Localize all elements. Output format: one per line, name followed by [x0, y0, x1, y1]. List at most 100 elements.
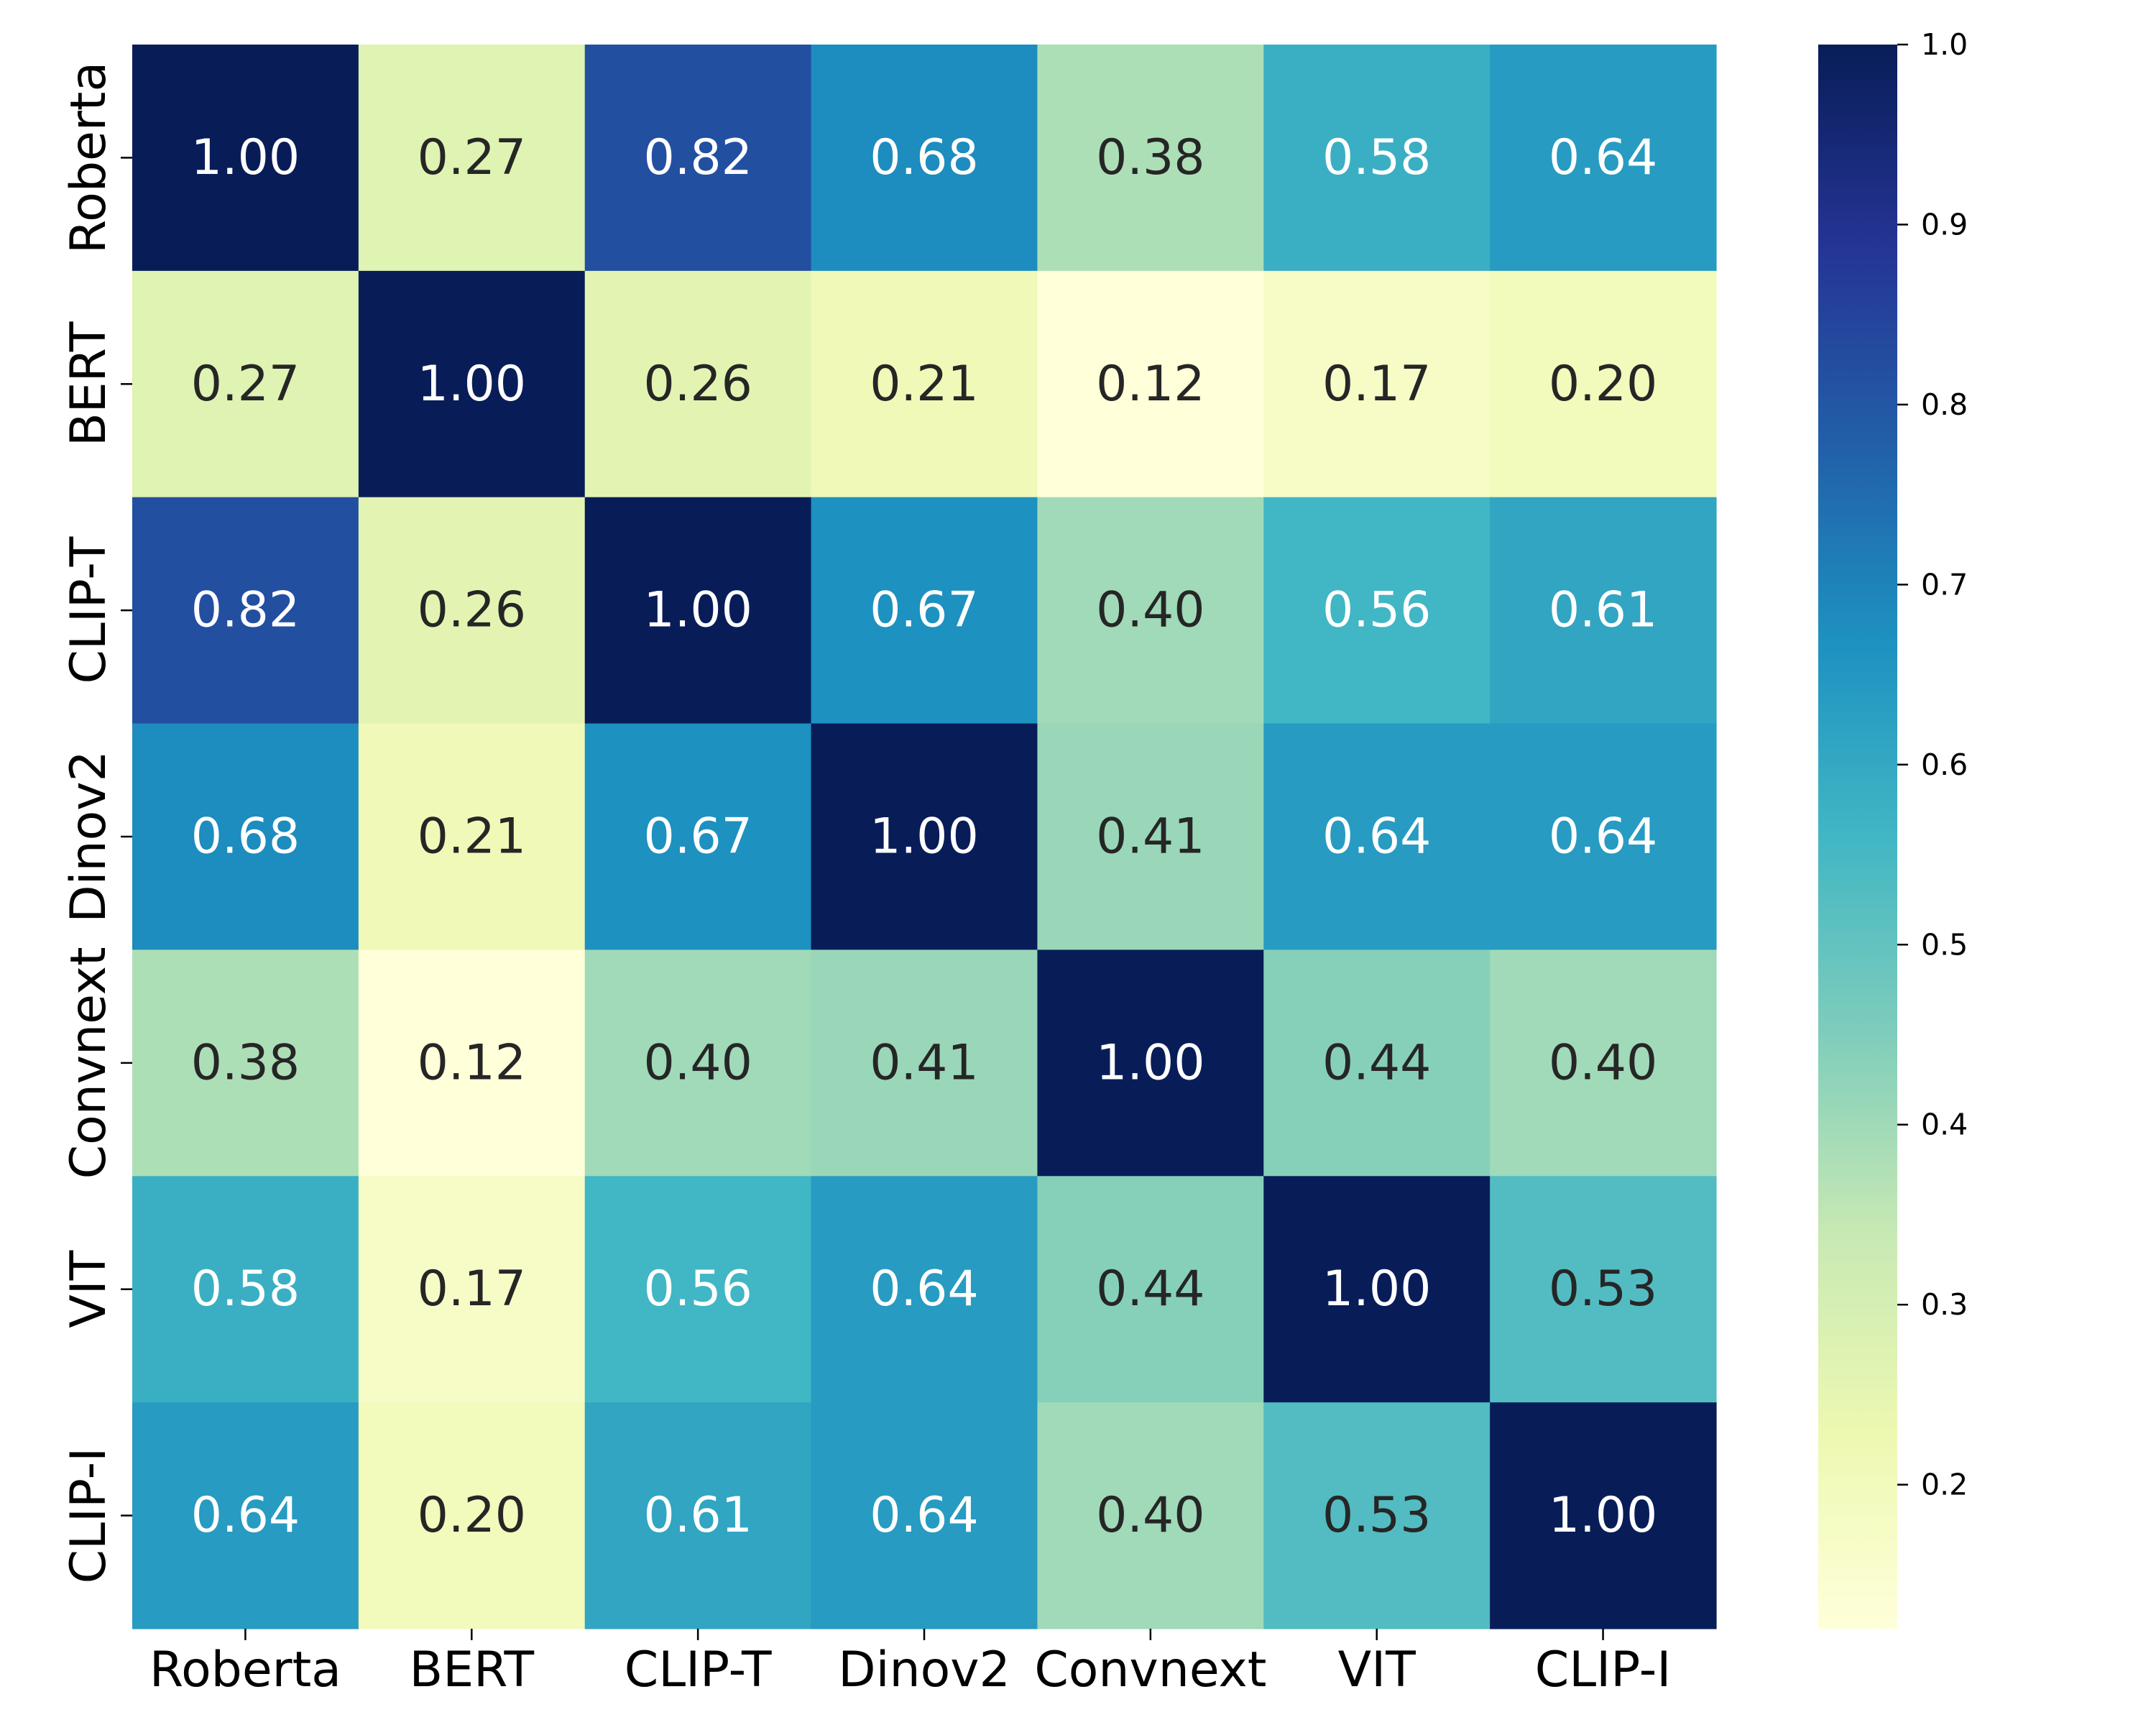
heatmap-cell	[1263, 1176, 1491, 1403]
x-tick-label: Roberta	[149, 1642, 341, 1698]
cell-annotation: 0.21	[870, 356, 978, 413]
cell-annotation: 1.00	[1096, 1034, 1204, 1091]
y-tick-label: Roberta	[60, 62, 117, 254]
heatmap-cell	[1037, 497, 1264, 724]
cell-annotation: 0.26	[418, 582, 526, 639]
y-axis: Roberta BERT CLIP-T Dinov2 Convnext VIT CLIP-I	[60, 62, 132, 1583]
cell-annotation: 0.27	[191, 356, 300, 413]
heatmap-cell	[584, 949, 812, 1177]
colorbar: 0.2 0.3 0.4 0.5 0.6 0.7 0.8 0.9 1.0	[1818, 27, 1968, 1629]
cell-annotation: 1.00	[191, 129, 300, 186]
colorbar-tick-label: 0.4	[1921, 1108, 1968, 1142]
x-tick-label: VIT	[1338, 1642, 1416, 1698]
cell-annotation: 0.40	[1549, 1034, 1657, 1091]
x-tick-label: CLIP-I	[1535, 1642, 1672, 1698]
x-tick-label: Convnext	[1034, 1642, 1266, 1698]
heatmap-cell	[1037, 45, 1264, 272]
cell-annotation: 0.41	[870, 1034, 978, 1091]
cell-annotation: 0.58	[1322, 129, 1431, 186]
y-tick-label: VIT	[60, 1250, 117, 1328]
cell-annotation: 0.17	[1322, 356, 1431, 413]
cell-annotation: 0.27	[418, 129, 526, 186]
colorbar-tick-label: 0.6	[1921, 748, 1968, 782]
cell-annotation: 0.40	[643, 1034, 752, 1091]
cell-annotation: 0.82	[191, 582, 300, 639]
cell-annotations: 1.00 0.27 0.82 0.68 0.38 0.58 0.64 0.27 1.00 0.26…	[191, 129, 1658, 1544]
heatmap-cell	[811, 45, 1038, 272]
heatmap-cell	[1263, 723, 1491, 951]
heatmap-cell	[811, 1176, 1038, 1403]
cell-annotation: 0.56	[643, 1261, 752, 1317]
cell-annotation: 0.44	[1322, 1034, 1431, 1091]
heatmap-cell	[584, 1176, 812, 1403]
cell-annotation: 0.56	[1322, 582, 1431, 639]
heatmap-cell	[584, 1402, 812, 1629]
cell-annotation: 0.58	[191, 1261, 300, 1317]
cell-annotation: 0.61	[1549, 582, 1657, 639]
cell-annotation: 0.61	[643, 1487, 752, 1544]
colorbar-tick-label: 0.3	[1921, 1287, 1968, 1322]
heatmap-cell	[1490, 1176, 1717, 1403]
cell-annotation: 1.00	[1322, 1261, 1431, 1317]
heatmap-cell	[1037, 723, 1264, 951]
y-tick-label: Convnext	[60, 947, 117, 1179]
heatmap-cell	[811, 949, 1038, 1177]
heatmap-cell	[358, 723, 586, 951]
cell-annotation: 0.20	[1549, 356, 1657, 413]
cell-annotation: 0.21	[418, 809, 526, 865]
heatmap-cell	[811, 497, 1038, 724]
heatmap-cell	[1490, 1402, 1717, 1629]
heatmap-cell	[132, 723, 359, 951]
cell-annotation: 0.68	[191, 809, 300, 865]
cell-annotation: 0.67	[643, 809, 752, 865]
x-tick-label: BERT	[410, 1642, 535, 1698]
heatmap-cell	[132, 45, 359, 272]
heatmap-cell	[132, 497, 359, 724]
heatmap-cell	[1263, 1402, 1491, 1629]
cell-annotation: 1.00	[870, 809, 978, 865]
heatmap-cell	[358, 1176, 586, 1403]
x-tick-label: CLIP-T	[625, 1642, 772, 1698]
heatmap-cell	[1490, 723, 1717, 951]
cell-annotation: 0.53	[1322, 1487, 1431, 1544]
heatmap-cell	[1490, 270, 1717, 498]
heatmap-cell	[811, 1402, 1038, 1629]
heatmap-cell	[1490, 497, 1717, 724]
cell-annotation: 0.64	[191, 1487, 300, 1544]
heatmap-cells	[132, 45, 1717, 1629]
heatmap-cell	[1263, 45, 1491, 272]
colorbar-tick-label: 0.5	[1921, 927, 1968, 962]
x-tick-label: Dinov2	[838, 1642, 1010, 1698]
cell-annotation: 0.44	[1096, 1261, 1204, 1317]
cell-annotation: 0.12	[1096, 356, 1204, 413]
colorbar-tick-label: 0.9	[1921, 207, 1968, 242]
cell-annotation: 0.26	[643, 356, 752, 413]
colorbar-tick-label: 0.2	[1921, 1468, 1968, 1502]
heatmap-cell	[358, 45, 586, 272]
cell-annotation: 0.41	[1096, 809, 1204, 865]
heatmap-cell	[811, 723, 1038, 951]
colorbar-gradient-bar	[1818, 45, 1897, 1629]
heatmap-cell	[584, 723, 812, 951]
x-axis: Roberta BERT CLIP-T Dinov2 Convnext VIT CLIP-I	[149, 1629, 1671, 1698]
heatmap-cell	[132, 949, 359, 1177]
cell-annotation: 0.64	[1549, 129, 1657, 186]
heatmap-cell	[584, 45, 812, 272]
cell-annotation: 0.68	[870, 129, 978, 186]
heatmap-cell	[811, 270, 1038, 498]
cell-annotation: 1.00	[643, 582, 752, 639]
heatmap-cell	[358, 949, 586, 1177]
y-tick-label: CLIP-T	[60, 536, 117, 684]
heatmap-cell	[1037, 1402, 1264, 1629]
cell-annotation: 0.53	[1549, 1261, 1657, 1317]
cell-annotation: 0.12	[418, 1034, 526, 1091]
heatmap-cell	[1490, 949, 1717, 1177]
cell-annotation: 0.67	[870, 582, 978, 639]
cell-annotation: 0.64	[870, 1487, 978, 1544]
cell-annotation: 0.40	[1096, 1487, 1204, 1544]
y-tick-label: Dinov2	[60, 750, 117, 922]
heatmap-cell	[358, 1402, 586, 1629]
heatmap-cell	[132, 270, 359, 498]
y-tick-label: CLIP-I	[60, 1448, 117, 1584]
